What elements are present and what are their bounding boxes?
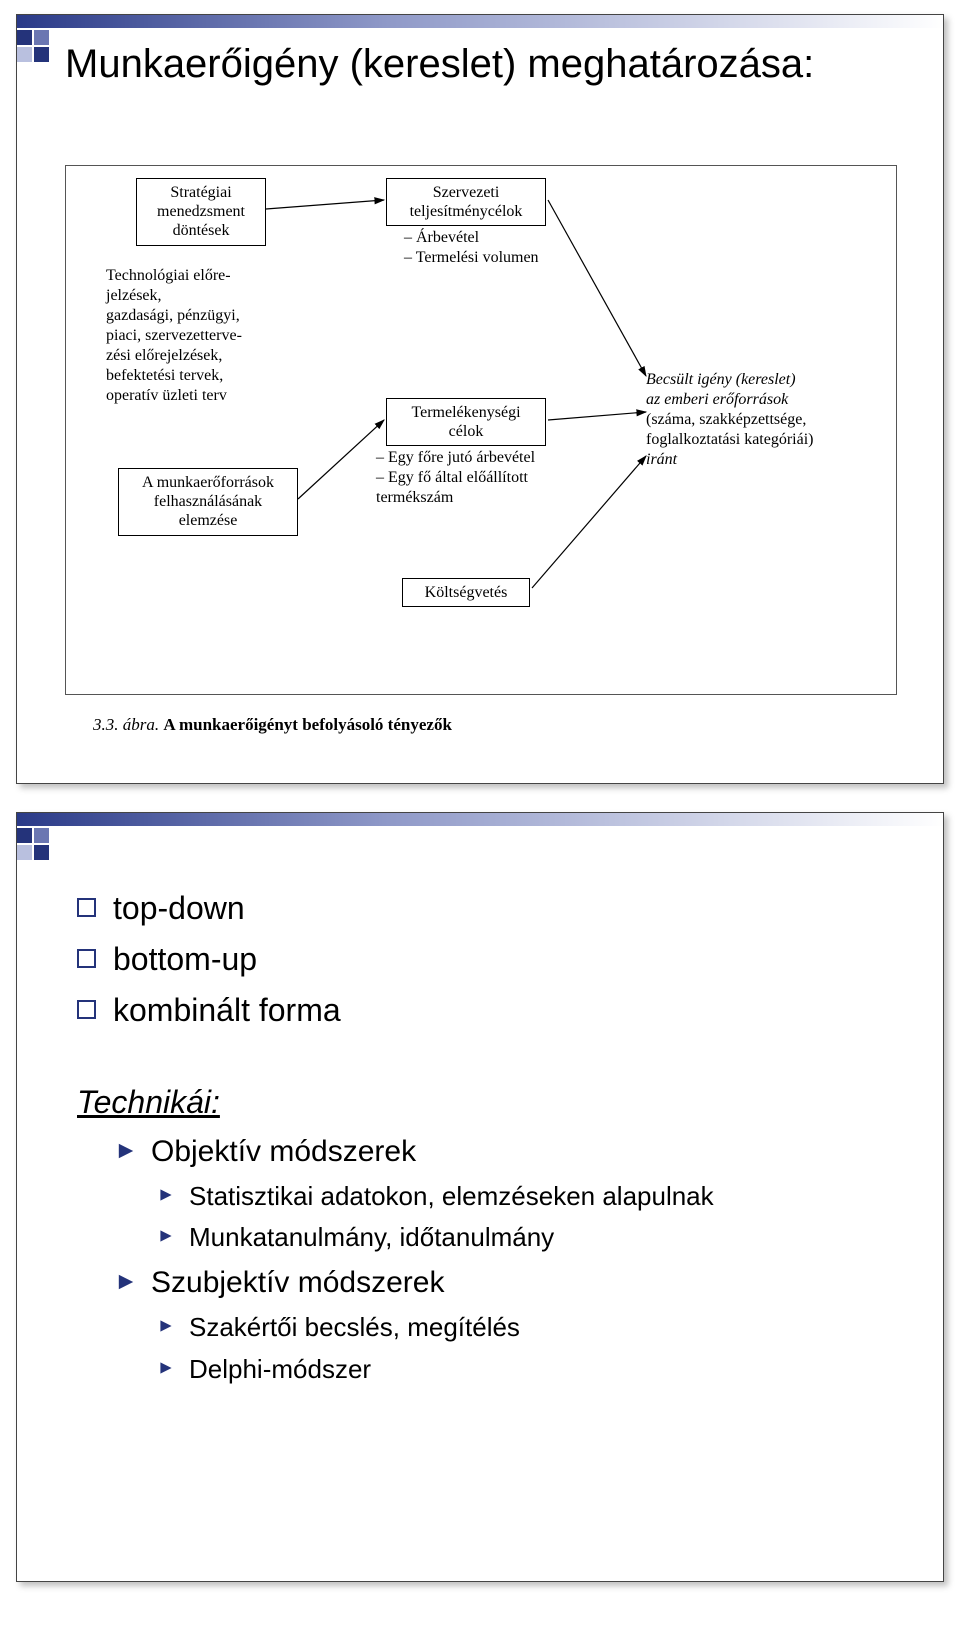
slide-2: top-down bottom-up kombinált forma Techniká… (16, 812, 944, 1582)
square-bullet-icon (77, 898, 96, 917)
list-item-label: Statisztikai adatokon, elemzéseken alapu… (189, 1181, 714, 1211)
list-item-level1: Szubjektív módszerek (77, 1259, 903, 1307)
list-item: top-down (77, 883, 903, 934)
slide-decor (17, 813, 943, 893)
list-item-label: Delphi-módszer (189, 1354, 371, 1384)
list-item-label: top-down (113, 890, 245, 926)
subheading-technikak: Technikái: (77, 1077, 903, 1128)
arrow-bullet-icon (159, 1361, 173, 1375)
slide-2-content: top-down bottom-up kombinált forma Techniká… (77, 883, 903, 1390)
list-item-label: Munkatanulmány, időtanulmány (189, 1222, 554, 1252)
slide-1-title: Munkaerőigény (kereslet) meghatározása: (65, 41, 814, 87)
list-item-level2: Delphi-módszer (77, 1349, 903, 1391)
list-item-label: Objektív módszerek (151, 1135, 416, 1168)
list-item-label: bottom-up (113, 941, 257, 977)
list-item-level2: Szakértői becslés, megítélés (77, 1307, 903, 1349)
list-item-label: kombinált forma (113, 992, 341, 1028)
list-item: bottom-up (77, 934, 903, 985)
caption-text: A munkaerőigényt befolyásoló tényezők (163, 715, 452, 734)
arrow-bullet-icon (159, 1188, 173, 1202)
figure-caption: 3.3. ábra. A munkaerőigényt befolyásoló … (93, 715, 452, 735)
square-bullet-icon (77, 1000, 96, 1019)
arrow-bullet-icon (117, 1273, 135, 1291)
list-item-level1: Objektív módszerek (77, 1128, 903, 1176)
list-item-level2: Statisztikai adatokon, elemzéseken alapu… (77, 1176, 903, 1218)
list-item-label: Szakértői becslés, megítélés (189, 1312, 520, 1342)
arrow-bullet-icon (159, 1229, 173, 1243)
arrow-bullet-icon (159, 1319, 173, 1333)
slide-1: Munkaerőigény (kereslet) meghatározása: … (16, 14, 944, 784)
diagram-arrows (66, 166, 898, 696)
list-item-label: Szubjektív módszerek (151, 1266, 444, 1299)
caption-label: 3.3. ábra. (93, 715, 159, 734)
list-item-level2: Munkatanulmány, időtanulmány (77, 1217, 903, 1259)
arrow-bullet-icon (117, 1142, 135, 1160)
list-item: kombinált forma (77, 985, 903, 1036)
square-bullet-icon (77, 949, 96, 968)
diagram-workforce-demand: StratégiaimenedzsmentdöntésekSzervezetit… (65, 165, 897, 695)
